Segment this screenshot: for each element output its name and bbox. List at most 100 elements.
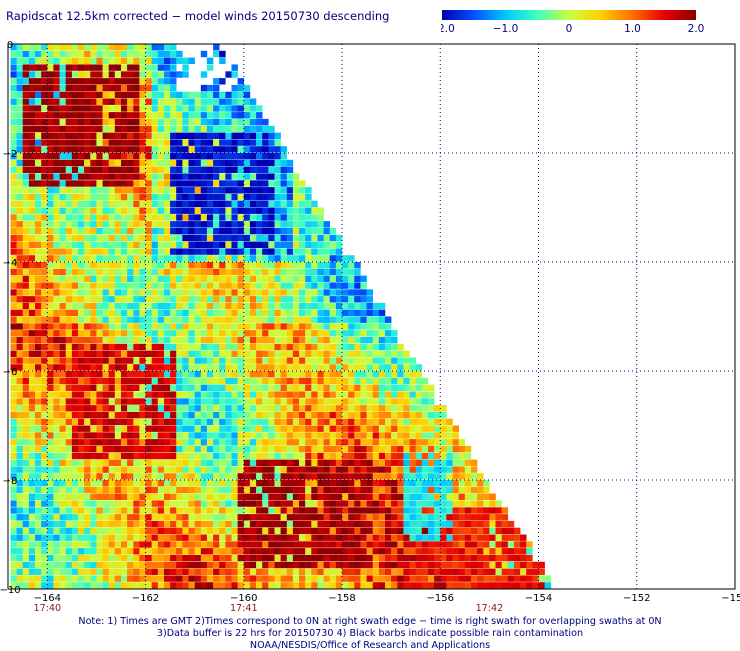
- wind-difference-cell: [391, 384, 398, 391]
- wind-difference-cell: [219, 78, 226, 85]
- wind-difference-cell: [452, 445, 459, 453]
- wind-difference-cell: [102, 439, 109, 446]
- wind-difference-cell: [366, 452, 373, 460]
- wind-difference-cell: [421, 541, 429, 548]
- wind-difference-cell: [489, 514, 496, 521]
- wind-difference-cell: [440, 548, 447, 555]
- wind-difference-cell: [403, 527, 410, 535]
- wind-difference-cell: [305, 282, 312, 289]
- wind-difference-cell: [182, 282, 189, 289]
- wind-difference-cell: [225, 541, 232, 548]
- wind-difference-cell: [231, 323, 238, 330]
- wind-difference-cell: [145, 98, 152, 105]
- wind-difference-cell: [59, 262, 66, 269]
- wind-difference-cell: [78, 425, 85, 432]
- wind-difference-cell: [262, 268, 269, 276]
- wind-difference-cell: [182, 330, 189, 337]
- wind-difference-cell: [464, 582, 472, 589]
- wind-difference-cell: [311, 289, 318, 296]
- wind-difference-cell: [114, 146, 122, 153]
- wind-difference-cell: [176, 275, 183, 282]
- wind-difference-cell: [151, 473, 159, 480]
- wind-difference-cell: [274, 480, 281, 487]
- wind-difference-cell: [133, 248, 140, 255]
- wind-difference-cell: [274, 520, 281, 528]
- wind-difference-cell: [16, 343, 23, 351]
- wind-difference-cell: [16, 200, 23, 208]
- wind-difference-cell: [65, 548, 73, 555]
- wind-difference-cell: [59, 166, 66, 173]
- wind-difference-cell: [71, 71, 79, 78]
- wind-difference-cell: [78, 44, 85, 51]
- wind-difference-cell: [329, 561, 337, 569]
- wind-difference-cell: [274, 316, 281, 323]
- wind-difference-cell: [47, 405, 54, 412]
- wind-difference-cell: [501, 541, 509, 548]
- wind-difference-cell: [292, 514, 300, 521]
- wind-difference-cell: [71, 44, 79, 51]
- wind-difference-cell: [71, 452, 79, 460]
- wind-difference-cell: [28, 125, 36, 133]
- wind-difference-cell: [47, 125, 54, 133]
- wind-difference-cell: [280, 350, 287, 357]
- wind-difference-cell: [127, 166, 134, 173]
- wind-difference-cell: [71, 582, 79, 589]
- wind-difference-cell: [114, 541, 122, 548]
- wind-difference-cell: [170, 64, 177, 71]
- wind-difference-cell: [47, 248, 54, 255]
- wind-difference-cell: [139, 398, 146, 405]
- wind-difference-cell: [526, 548, 533, 555]
- wind-difference-cell: [41, 112, 48, 119]
- wind-difference-cell: [335, 405, 343, 412]
- wind-difference-cell: [127, 418, 134, 426]
- wind-difference-cell: [409, 425, 416, 432]
- wind-difference-cell: [243, 343, 251, 351]
- wind-difference-cell: [299, 466, 306, 473]
- wind-difference-cell: [47, 241, 54, 248]
- wind-difference-cell: [139, 200, 146, 208]
- wind-difference-cell: [53, 309, 60, 317]
- wind-difference-cell: [16, 146, 23, 153]
- wind-difference-cell: [47, 486, 54, 494]
- wind-difference-cell: [28, 289, 36, 296]
- wind-difference-cell: [114, 241, 122, 248]
- wind-difference-cell: [354, 316, 361, 323]
- wind-difference-cell: [16, 84, 23, 92]
- wind-difference-cell: [409, 527, 416, 535]
- wind-difference-cell: [329, 268, 337, 276]
- wind-difference-cell: [268, 357, 275, 364]
- wind-difference-cell: [176, 411, 183, 419]
- wind-difference-cell: [90, 139, 97, 146]
- wind-difference-cell: [372, 350, 380, 357]
- wind-difference-cell: [194, 227, 202, 235]
- wind-difference-cell: [225, 227, 232, 235]
- wind-difference-cell: [378, 302, 386, 310]
- wind-difference-cell: [342, 473, 349, 480]
- wind-difference-cell: [176, 187, 183, 194]
- wind-difference-cell: [127, 255, 134, 262]
- wind-difference-cell: [409, 371, 416, 378]
- wind-difference-cell: [78, 323, 85, 330]
- wind-difference-cell: [151, 316, 159, 323]
- wind-difference-cell: [311, 398, 318, 405]
- wind-difference-cell: [170, 500, 177, 507]
- wind-difference-cell: [335, 377, 343, 385]
- wind-difference-cell: [102, 459, 109, 466]
- wind-difference-cell: [10, 527, 17, 535]
- wind-difference-cell: [16, 275, 23, 282]
- wind-difference-cell: [286, 343, 294, 351]
- wind-difference-cell: [16, 336, 23, 344]
- wind-difference-cell: [16, 255, 23, 262]
- wind-difference-cell: [121, 405, 128, 412]
- wind-difference-cell: [127, 132, 134, 139]
- wind-difference-cell: [96, 575, 103, 582]
- wind-difference-cell: [157, 112, 165, 119]
- wind-difference-cell: [421, 425, 429, 432]
- wind-difference-cell: [35, 548, 42, 555]
- wind-difference-cell: [206, 255, 214, 262]
- wind-difference-cell: [121, 227, 128, 235]
- wind-difference-cell: [71, 343, 79, 351]
- wind-difference-cell: [219, 214, 226, 221]
- wind-difference-cell: [47, 548, 54, 555]
- wind-difference-cell: [274, 262, 281, 269]
